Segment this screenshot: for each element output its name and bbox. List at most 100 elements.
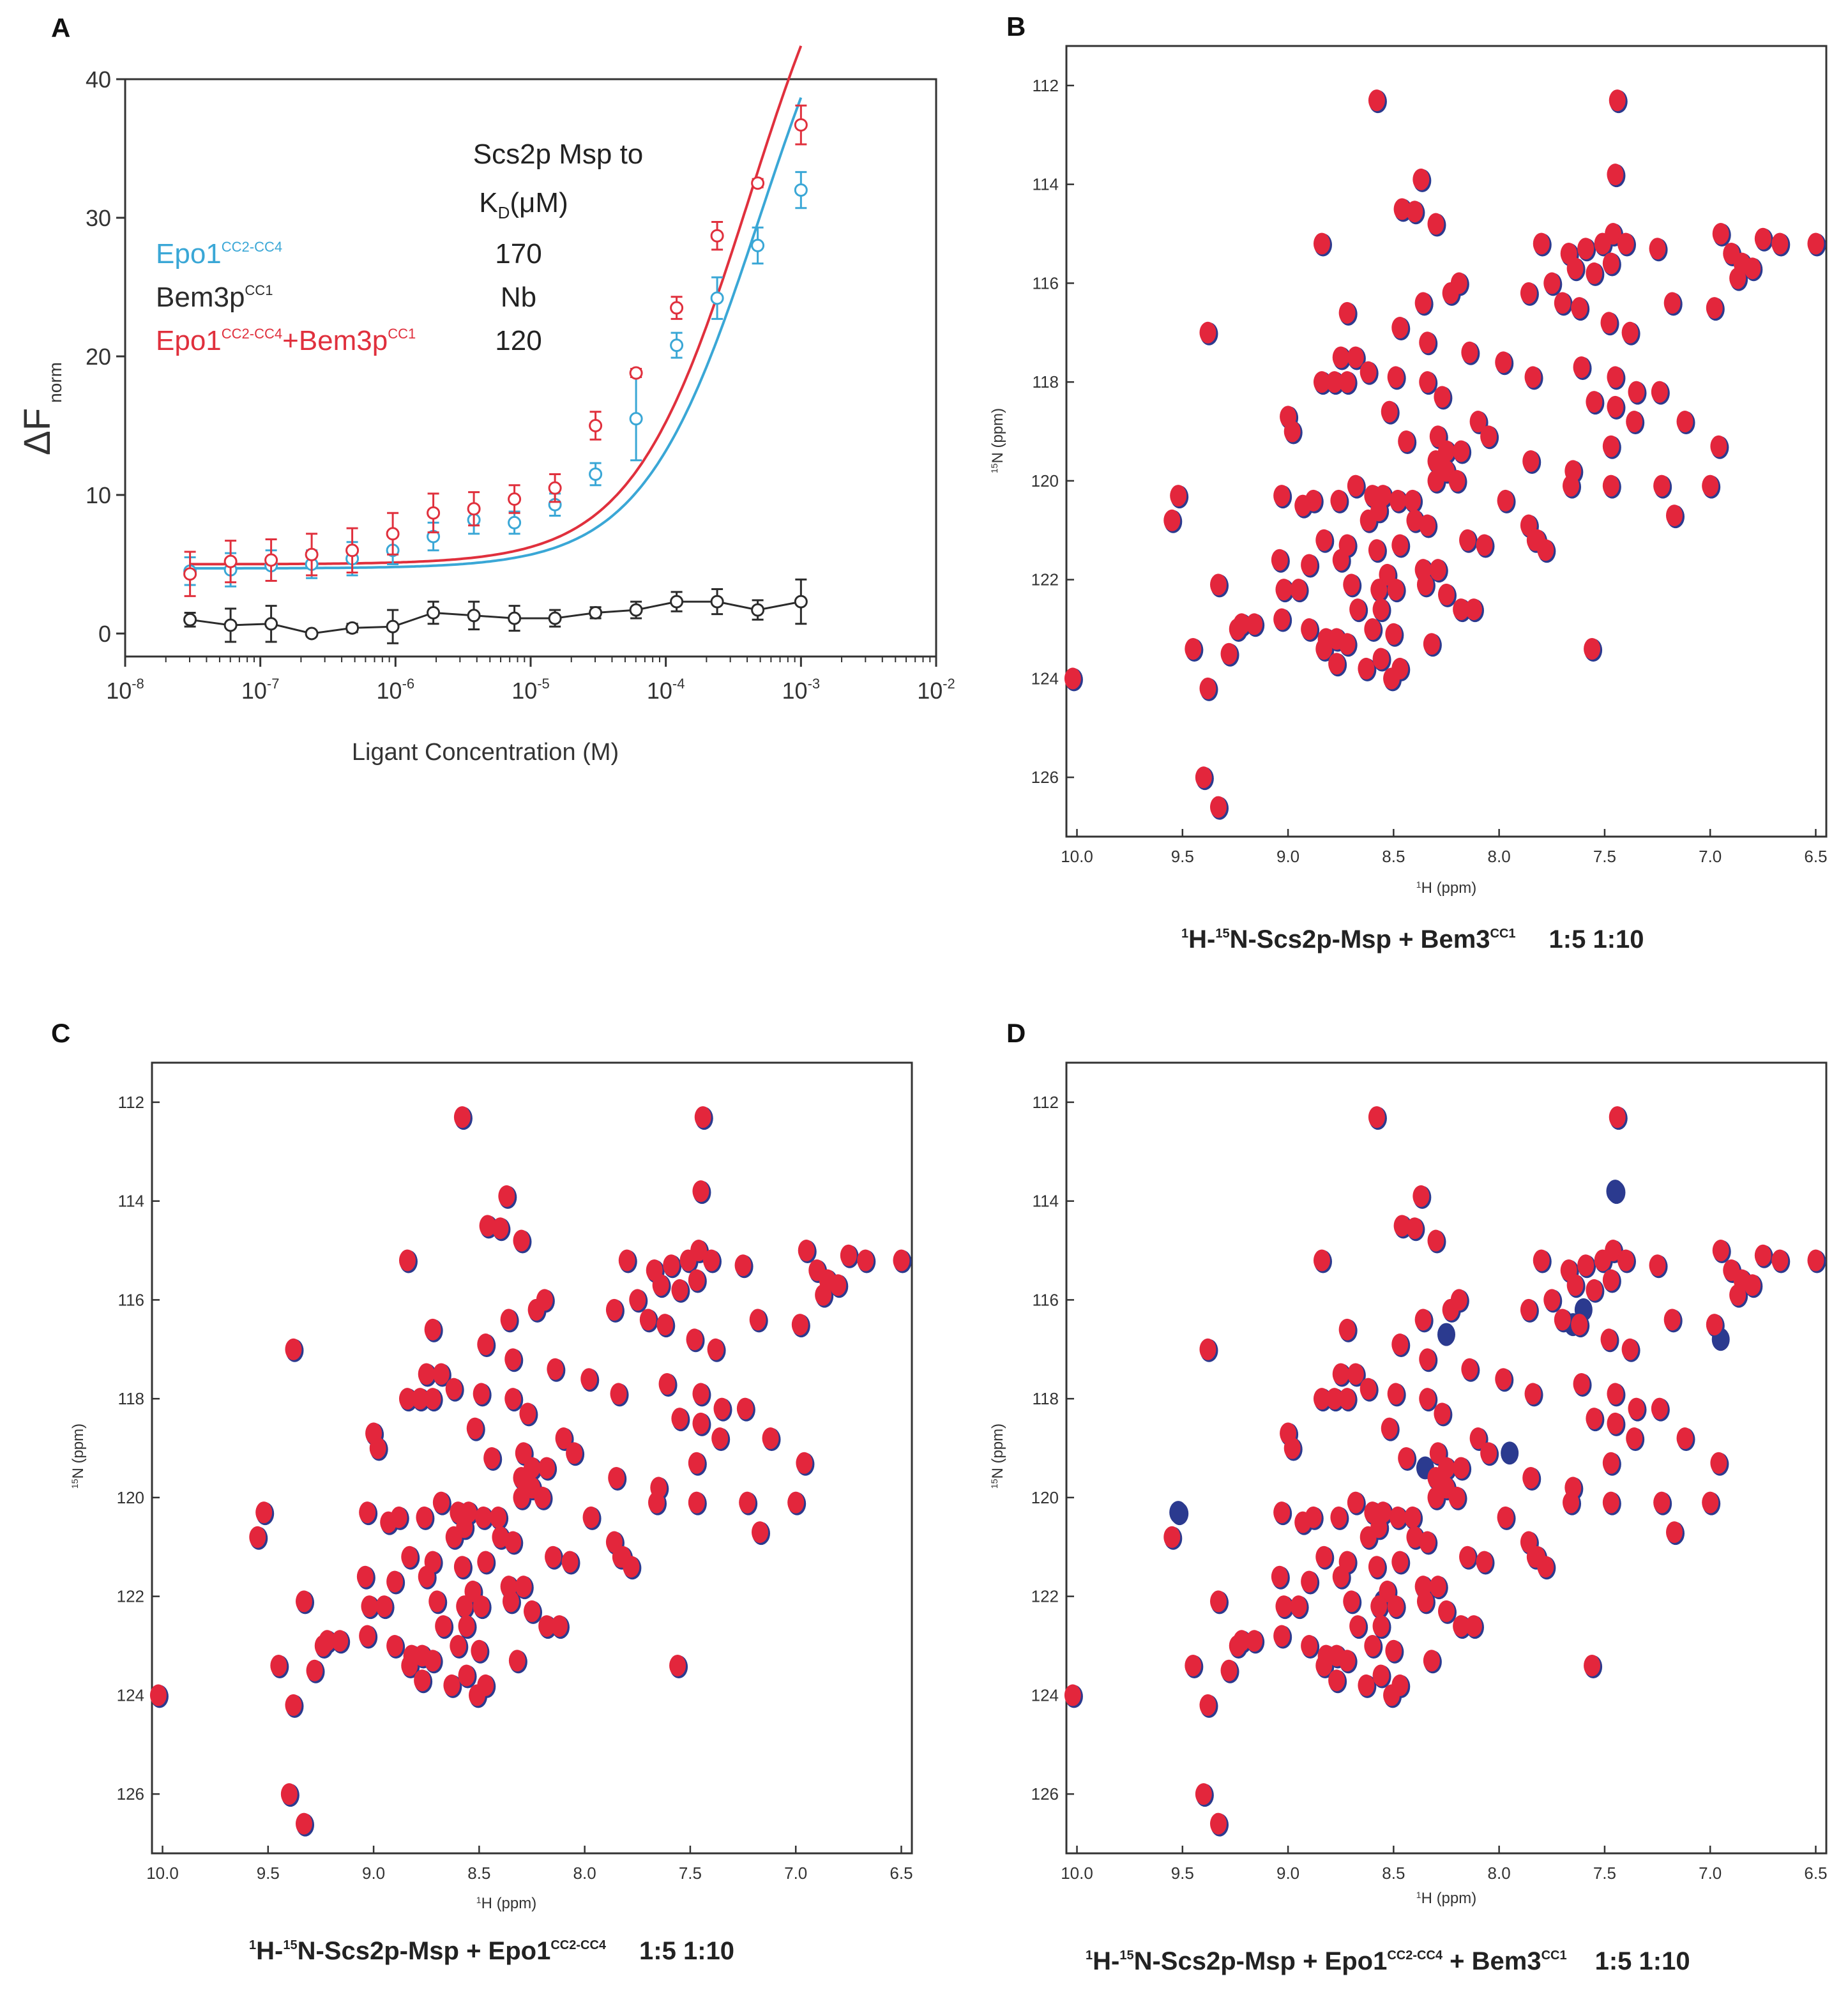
peak-1-10 [428,1590,446,1613]
peak-1-10 [1301,554,1318,576]
data-point [670,301,684,315]
peak-1-10 [1771,1249,1789,1272]
peak-1-10 [1414,1309,1432,1331]
peak-1-10 [1584,637,1601,660]
peak-1-10 [483,1447,501,1469]
peak-1-10 [356,1565,374,1588]
peak-1-10 [1387,1383,1404,1405]
peak-1-10 [1338,301,1356,324]
peak-1-10 [1744,1274,1761,1296]
peak-1-10 [1602,252,1619,275]
peak-1-10 [1600,1328,1617,1351]
peak-1-10 [1199,1694,1216,1716]
data-point [508,611,522,625]
peak-1-10 [1220,1659,1238,1682]
svg-text:15N (ppm): 15N (ppm) [989,408,1006,473]
peak-1-10 [1163,509,1181,531]
y-axis: 0 10 20 30 40 [86,66,125,647]
x-tick-label: 10.0 [1061,847,1093,866]
peak-1-10 [1404,1506,1421,1528]
peak-1-10 [504,1348,522,1371]
y-tick-label: 126 [117,1784,144,1804]
plot-frame [1065,1061,1828,1855]
peak-1-10 [1338,1318,1356,1341]
peak-1-10 [1383,667,1400,690]
caption: 1H-15N-Scs2p-Msp + Bem3CC1 1:5 1:10 [1181,925,1644,953]
y-tick-label: 126 [1031,768,1059,787]
peak-1-10 [386,1570,404,1593]
data-point [345,543,360,558]
data-point [386,619,400,634]
svg-text:15N (ppm): 15N (ppm) [70,1424,87,1489]
peak-1-10 [1419,371,1436,393]
y-tick-label: 118 [118,1389,144,1408]
peak-1-10 [1379,563,1396,586]
caption: 1H-15N-Scs2p-Msp + Epo1CC2-CC4 1:5 1:10 [249,1937,734,1965]
peak-1-10 [1571,1314,1588,1336]
plot-frame [151,1061,913,1855]
peak-1-10 [1607,1383,1624,1405]
peak-1-10 [1343,1590,1360,1613]
peak-1-10 [270,1654,287,1676]
data-point [223,618,238,632]
data-point [508,492,522,506]
peak-1-10 [1416,573,1434,596]
peak-1-10 [386,1635,404,1657]
peak-1-10 [1398,430,1415,452]
x-tick-label: 7.5 [679,1864,702,1883]
peak-1-10 [1389,1506,1406,1528]
peak-1-10 [435,1615,452,1637]
peak-1-10 [1526,1546,1543,1568]
y-tick-label: 10 [86,482,111,508]
peak-1-10 [513,1229,530,1252]
peak-1-10 [1368,1556,1385,1578]
peak-1-10 [1414,292,1432,314]
peak-1-10 [1368,89,1385,112]
peak-1-10 [1533,232,1550,255]
plot-frame [1065,45,1828,838]
x-axis-title: 1H (ppm) [1416,879,1476,897]
data-point [305,547,319,561]
peak-1-10 [1710,1452,1727,1474]
peak-1-10 [1290,579,1307,601]
peak-1-10 [1453,440,1470,462]
y-tick-label: 124 [117,1685,144,1705]
peak-1-10 [1387,1595,1404,1618]
peak-1-10 [1349,1615,1367,1637]
peaks [1064,1106,1826,1837]
peak-1-10 [1246,613,1263,635]
peak-1-10 [1199,1338,1216,1360]
peak-1-10 [605,1298,623,1321]
peak-1-10 [1229,1635,1246,1657]
peak-1-10 [1712,1240,1729,1262]
data-point [223,554,238,568]
peak-1-10 [1364,618,1381,641]
peak-1-10 [610,1383,627,1405]
peak-1-10 [1653,475,1670,497]
peak-1-10 [1195,766,1212,789]
peak-1-10 [1651,1397,1668,1420]
peak-1-10 [1663,292,1681,314]
peak-1-10 [1448,469,1466,492]
peak-1-10 [1600,312,1617,334]
peak-1-10 [1526,529,1543,551]
peak-1-10 [1370,499,1388,522]
peak-1-10 [1617,1249,1634,1272]
peak-1-10 [1359,1378,1377,1400]
x-tick-label: 7.5 [1593,1864,1616,1883]
peak-1-10 [618,1249,635,1272]
y-tick-label: 116 [118,1290,144,1309]
y-tick-label: 124 [1031,1685,1059,1705]
y-tick-label: 114 [118,1192,144,1211]
peak-shifted [1437,1323,1455,1346]
peak-1-10 [1332,1565,1349,1588]
peak-1-10 [702,1249,720,1272]
peak-1-10 [796,1452,813,1474]
data-point [305,627,319,641]
data-point [183,567,197,581]
y-axis-title-sub: norm [45,362,65,403]
peak-1-10 [1275,579,1292,601]
peak-1-10 [1273,485,1291,507]
data-point [589,467,603,481]
peak-1-10 [1429,425,1446,448]
